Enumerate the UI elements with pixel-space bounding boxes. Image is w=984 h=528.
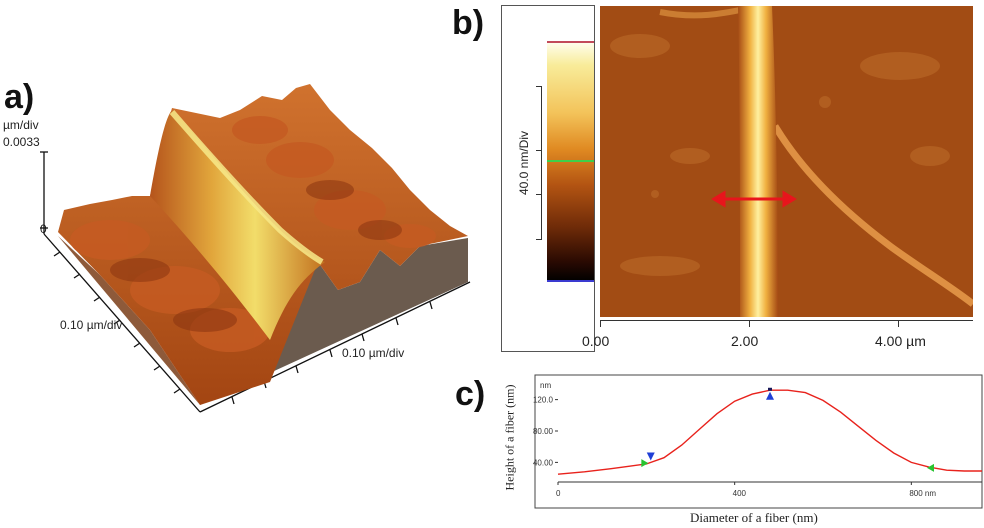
surface-shadows xyxy=(110,180,402,332)
colorbar-tick xyxy=(536,150,542,151)
thin-fiber-diagonal xyxy=(771,124,973,307)
panel-a-z-unit: µm/div xyxy=(3,118,39,132)
panel-a-axes xyxy=(40,151,471,413)
panel-c-y-title: Height of a fiber (nm) xyxy=(502,384,517,491)
main-fiber xyxy=(738,6,778,317)
profile-x-tick-label: 0 xyxy=(556,489,561,498)
panel-b-x-tick-label-1: 2.00 xyxy=(731,333,759,349)
afm-texture xyxy=(610,34,950,276)
colorbar-tick xyxy=(536,86,542,87)
profile-y-tick-label: 120.0 xyxy=(533,396,554,405)
measurement-arrow xyxy=(711,190,797,208)
profile-marker-cap xyxy=(768,387,772,391)
profile-marker-green-right xyxy=(927,463,934,472)
panel-b-x-tick xyxy=(749,320,750,327)
colorbar-label: 40.0 nm/Div xyxy=(517,130,531,196)
afm-3d-surface xyxy=(40,84,471,413)
panel-a-y-label: 0.10 µm/div xyxy=(60,318,123,332)
profile-frame xyxy=(534,374,983,509)
colorbar-axis xyxy=(541,86,542,240)
colorbar-tick xyxy=(536,239,542,240)
panel-a-z-tick-zero: 0 xyxy=(40,222,47,236)
colorbar-bottom-line xyxy=(547,280,594,282)
profile-y-tick-label: 40.00 xyxy=(533,458,554,467)
panel-b-x-axis xyxy=(600,320,973,321)
profile-y-unit: nm xyxy=(540,381,551,390)
panel-a-z-tick-top: 0.0033 xyxy=(3,135,40,149)
profile-marker-green-left xyxy=(641,459,649,468)
colorbar-tick xyxy=(536,194,542,195)
profile-marker-blue-left xyxy=(646,452,655,461)
afm-topography-image xyxy=(600,6,973,317)
profile-chart: nm 120.0 80.00 40.00 0 400 800 nm xyxy=(533,374,983,509)
panel-b-x-tick-label-0: 0.00 xyxy=(582,333,610,349)
colorbar-mid-line xyxy=(547,160,594,162)
panel-b-x-tick-label-2: 4.00 µm xyxy=(875,333,926,349)
profile-x-tick-label: 800 nm xyxy=(909,489,936,498)
profile-y-tick-label: 80.00 xyxy=(533,427,554,436)
panel-a-x-label: 0.10 µm/div xyxy=(342,346,405,360)
panel-c-label: c) xyxy=(455,375,486,413)
fiber-ridge xyxy=(150,110,325,340)
panel-a-label: a) xyxy=(4,78,35,116)
fiber-ridge-highlight xyxy=(169,110,324,265)
profile-x-tick-label: 400 xyxy=(733,489,747,498)
profile-marker-blue-top xyxy=(766,391,774,400)
panel-c-x-title: Diameter of a fiber (nm) xyxy=(690,510,818,525)
surface-base-left xyxy=(58,236,200,405)
panel-b-x-tick xyxy=(600,320,601,327)
panel-b-label: b) xyxy=(452,4,485,42)
panel-b-x-tick xyxy=(898,320,899,327)
colorbar-top-line xyxy=(547,41,594,43)
